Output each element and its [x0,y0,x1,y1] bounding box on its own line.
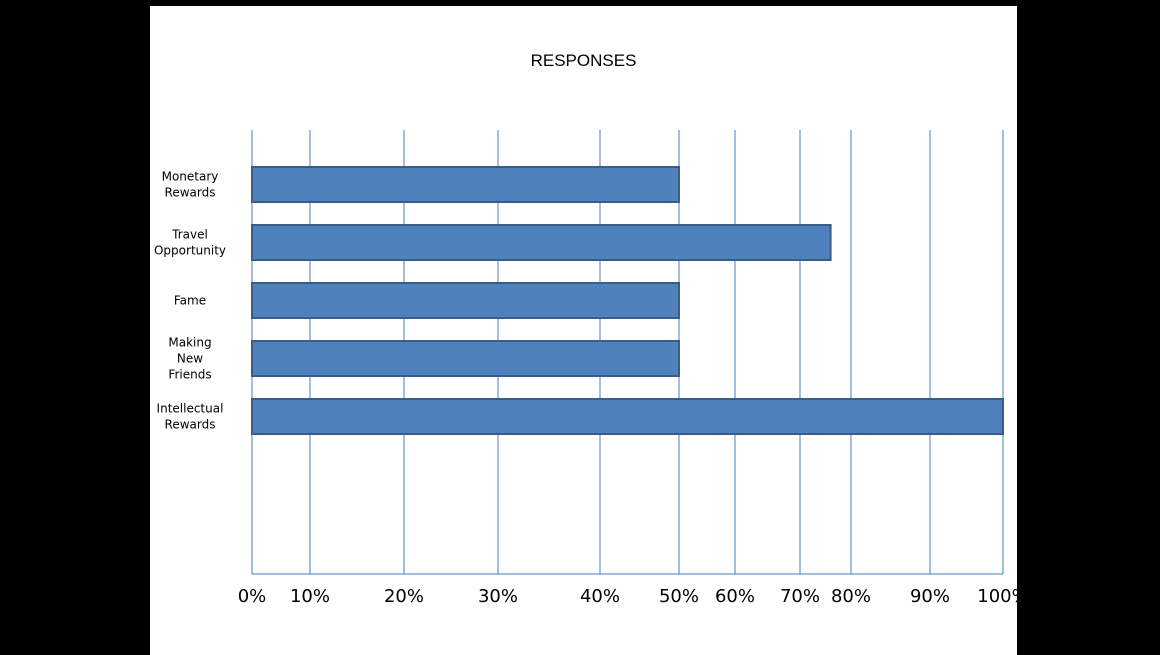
category-label: Fame [174,293,206,307]
x-tick-labels: 0% 10% 20% 30% 40% 50% 60% 70% 80% 90% 100% [238,586,1017,607]
category-label: Travel Opportunity [154,227,226,257]
bar [251,166,680,203]
category-labels: Monetary Rewards Travel Opportunity Fame Maki… [154,169,226,431]
category-label: Monetary Rewards [162,169,219,199]
x-tick-label: 10% [290,586,330,607]
category-label: Making New Friends [168,335,211,381]
x-tick-label: 20% [384,586,424,607]
chart-title: RESPONSES [530,51,637,70]
x-tick-label: 50% [659,586,699,607]
x-tick-label: 60% [715,586,755,607]
bar-chart: Monetary Rewards Travel Opportunity Fame Maki… [154,130,1017,607]
category-label: Intellectual Rewards [157,401,224,431]
x-tick-label: 70% [780,586,820,607]
x-tick-label: 30% [478,586,518,607]
x-tick-label: 100% [977,586,1017,607]
slide: RESPONSES Monetary Rewards Travel Opportuni… [150,6,1017,655]
bars [251,166,1004,435]
x-tick-label: 90% [910,586,950,607]
x-tick-label: 0% [238,586,267,607]
x-tick-label: 80% [831,586,871,607]
bar [251,224,832,261]
x-tick-label: 40% [580,586,620,607]
bar [251,340,680,377]
bar [251,282,680,319]
bar [251,398,1004,435]
